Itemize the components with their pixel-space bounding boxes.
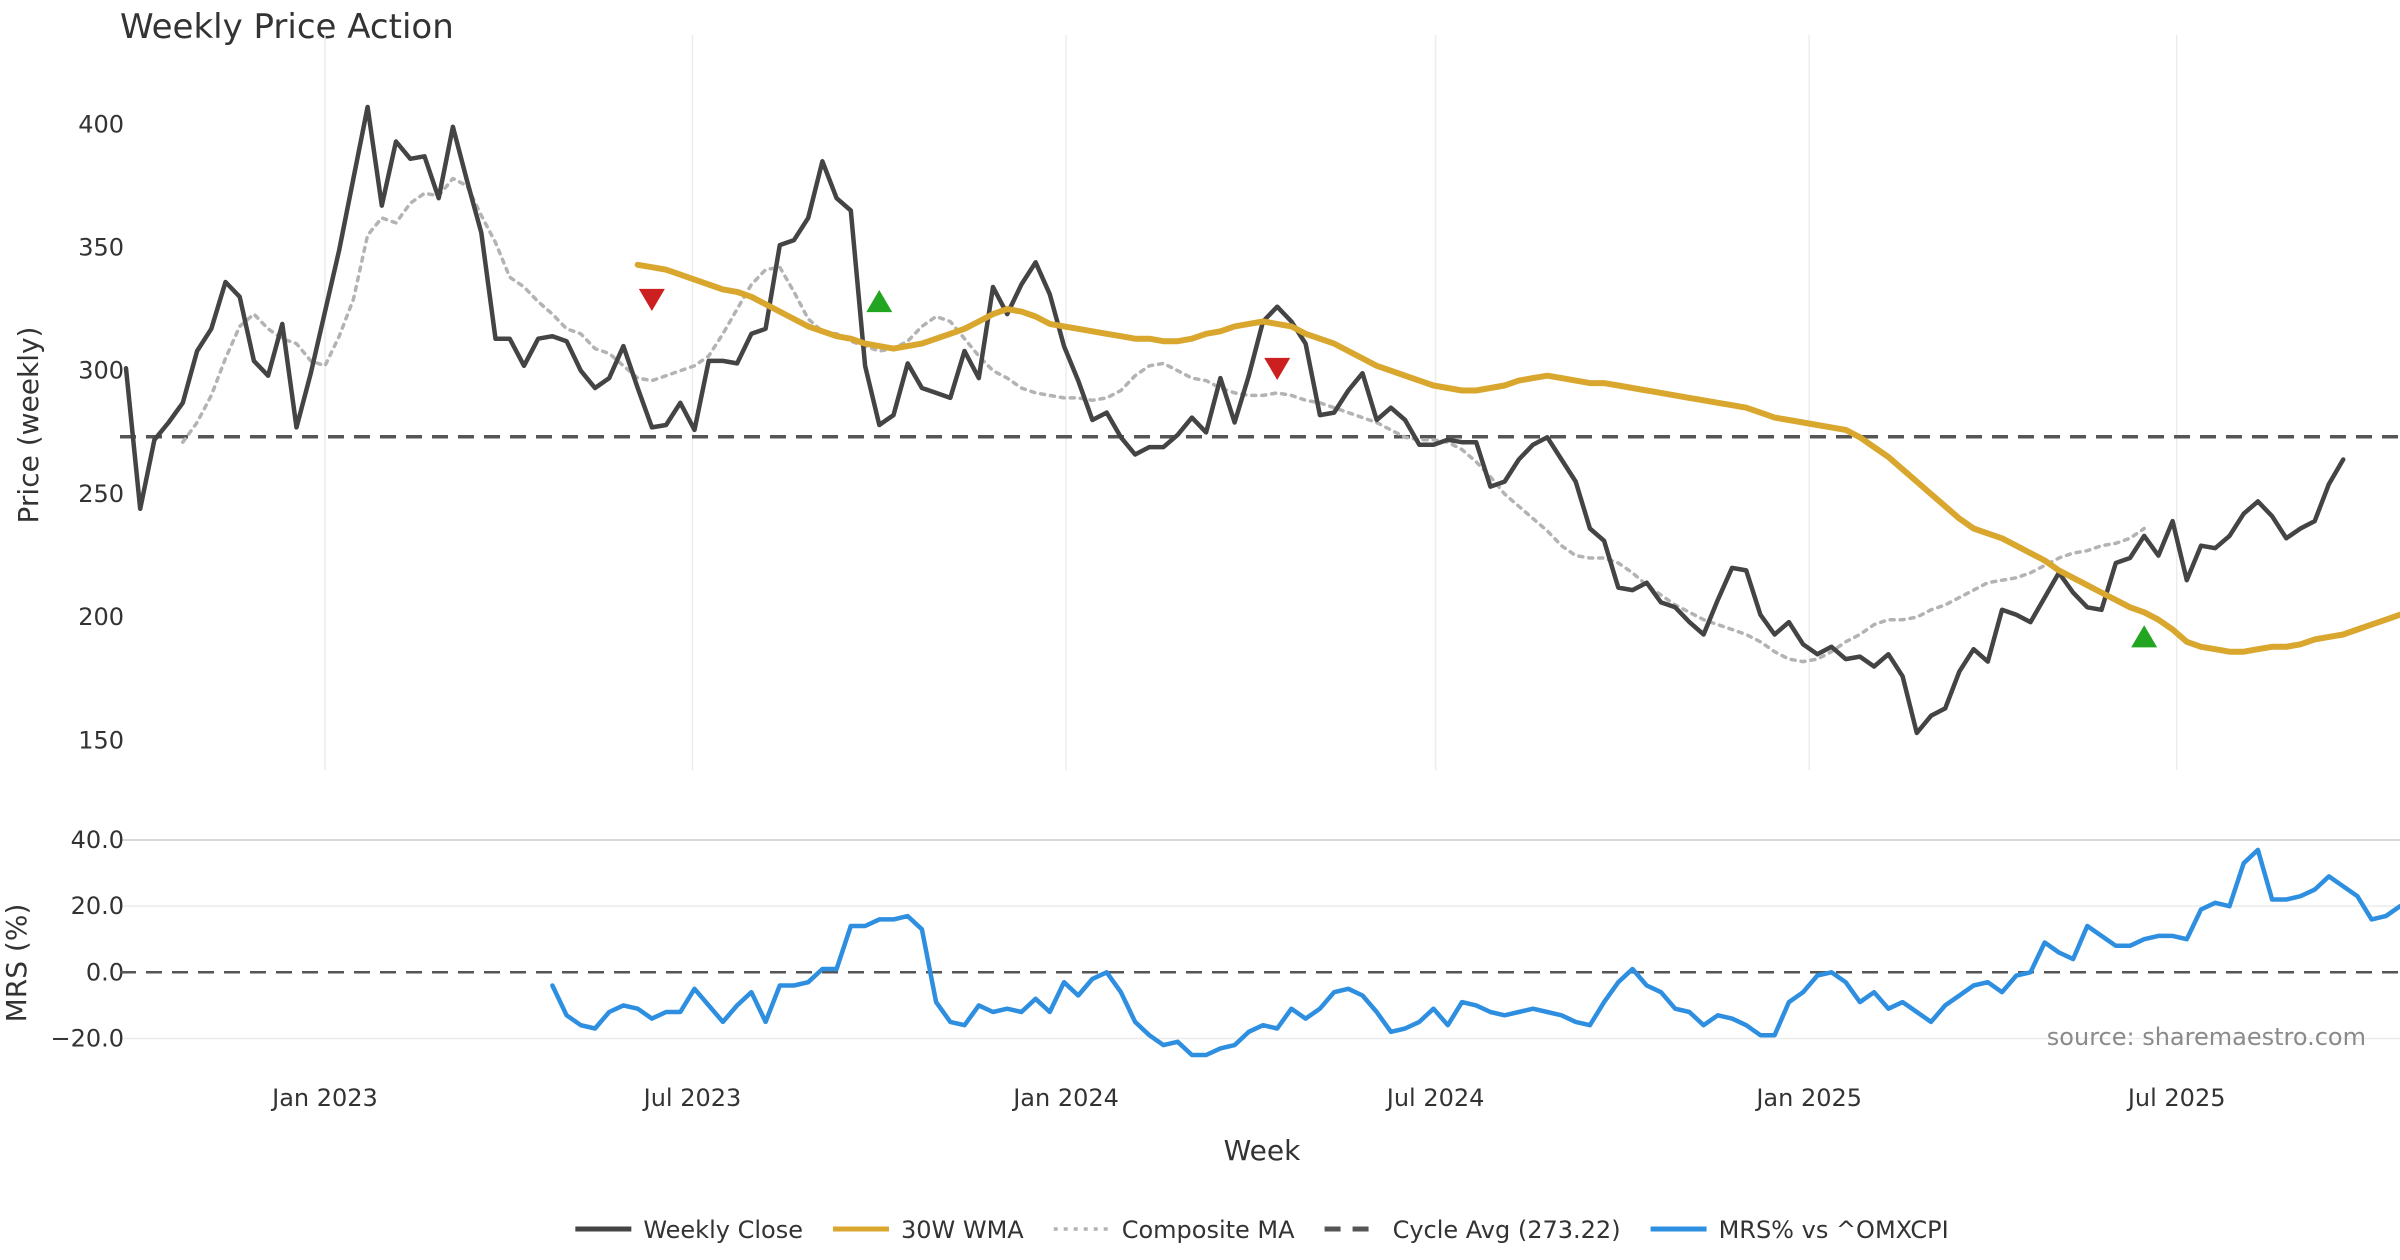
mrs-y-tick-label: 0.0 — [86, 958, 124, 986]
legend-item-weekly-close: Weekly Close — [575, 1216, 803, 1244]
price-y-axis: 150 200 250 300 350 400 — [78, 110, 124, 754]
x-tick-label: Jan 2023 — [270, 1084, 378, 1112]
x-tick-label: Jul 2024 — [1385, 1084, 1485, 1112]
price-y-tick-label: 400 — [78, 110, 124, 138]
price-y-tick-label: 350 — [78, 234, 124, 262]
x-tick-label: Jul 2023 — [642, 1084, 742, 1112]
mrs-y-tick-label: −20.0 — [50, 1024, 124, 1052]
legend: Weekly Close 30W WMA Composite MA Cycle Avg… — [575, 1216, 1949, 1244]
mrs-y-axis: −20.0 0.0 20.0 40.0 — [50, 826, 124, 1052]
x-tick-label: Jan 2025 — [1754, 1084, 1862, 1112]
buy-signal-marker — [866, 290, 893, 313]
legend-label: MRS% vs ^OMXCPI — [1719, 1216, 1949, 1244]
legend-item-mrs-vs-omxcpi: MRS% vs ^OMXCPI — [1650, 1216, 1949, 1244]
price-y-tick-label: 200 — [78, 603, 124, 631]
legend-item-cycle-avg-273-22: Cycle Avg (273.22) — [1324, 1216, 1621, 1244]
legend-label: Weekly Close — [643, 1216, 803, 1244]
mrs-y-axis-label: MRS (%) — [0, 904, 33, 1023]
legend-label: 30W WMA — [901, 1216, 1024, 1244]
legend-item-composite-ma: Composite MA — [1053, 1216, 1295, 1244]
price-y-tick-label: 250 — [78, 480, 124, 508]
sell-signal-marker — [1264, 357, 1291, 380]
legend-item-30w-wma: 30W WMA — [832, 1216, 1024, 1244]
price-plot-area — [120, 104, 2400, 736]
x-tick-label: Jan 2024 — [1011, 1084, 1119, 1112]
mrs-line — [550, 847, 2400, 1058]
legend-label: Composite MA — [1122, 1216, 1295, 1244]
mrs-grid — [120, 839, 2400, 1040]
price-grid — [324, 35, 2178, 770]
signal-markers — [638, 288, 2158, 648]
legend-label: Cycle Avg (273.22) — [1393, 1216, 1621, 1244]
price-y-tick-label: 300 — [78, 357, 124, 385]
weekly-close-line — [123, 104, 2346, 736]
mrs-y-tick-label: 20.0 — [71, 892, 124, 920]
price-y-tick-label: 150 — [78, 726, 124, 754]
x-axis-label: Week — [1224, 1134, 1301, 1167]
chart-title: Weekly Price Action — [120, 7, 454, 47]
sell-signal-marker — [638, 288, 665, 311]
30w-wma-line — [634, 261, 2400, 655]
price-y-axis-label: Price (weekly) — [12, 327, 45, 524]
mrs-plot-area — [120, 847, 2400, 1058]
source-credit: source: sharemaestro.com — [2047, 1023, 2366, 1051]
x-axis: Jan 2023 Jul 2023 Jan 2024 Jul 2024 Jan 2025… — [270, 1084, 2225, 1112]
composite-ma-line — [181, 176, 2146, 664]
mrs-y-tick-label: 40.0 — [71, 826, 124, 854]
x-tick-label: Jul 2025 — [2126, 1084, 2226, 1112]
buy-signal-marker — [2131, 625, 2158, 648]
